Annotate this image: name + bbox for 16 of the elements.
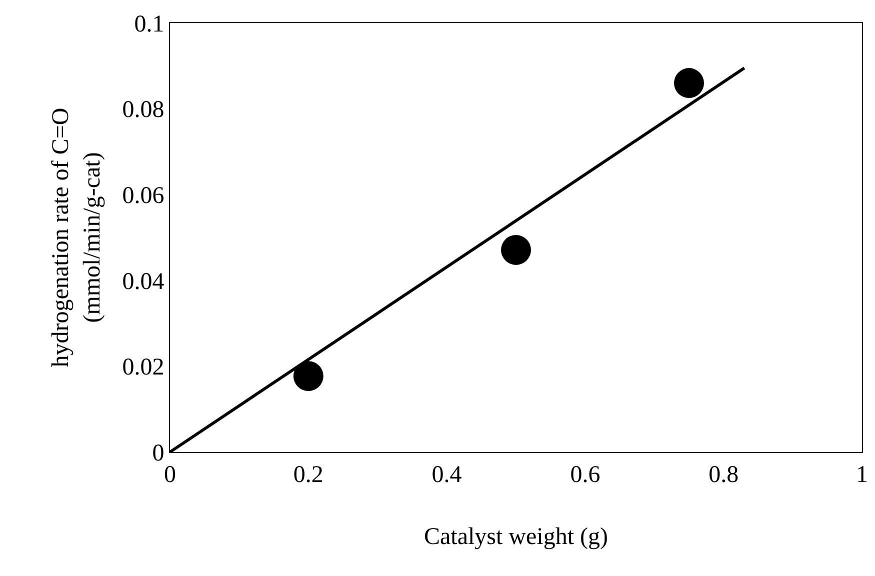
y-axis-title: hydrogenation rate of C=O (mmol/min/g-cat) (48, 108, 106, 368)
y-tick-label: 0.08 (122, 97, 164, 124)
y-tick-label: 0.06 (122, 183, 164, 209)
x-tick-label: 0.6 (570, 462, 600, 488)
x-axis-title: Catalyst weight (g) (424, 524, 608, 550)
y-tick-label: 0.02 (122, 354, 164, 381)
x-tick-label: 0.8 (708, 462, 739, 488)
point (293, 361, 324, 392)
y-tick-label: 0.1 (134, 11, 164, 38)
point (501, 234, 531, 265)
x-tick-label: 0.4 (432, 462, 462, 488)
x-tick-label: 1 (856, 462, 868, 488)
point (674, 68, 704, 98)
y-tick-label: 0.04 (122, 268, 164, 295)
y-tick-label: 0 (152, 440, 164, 466)
x-tick-label: 0.2 (293, 462, 324, 488)
